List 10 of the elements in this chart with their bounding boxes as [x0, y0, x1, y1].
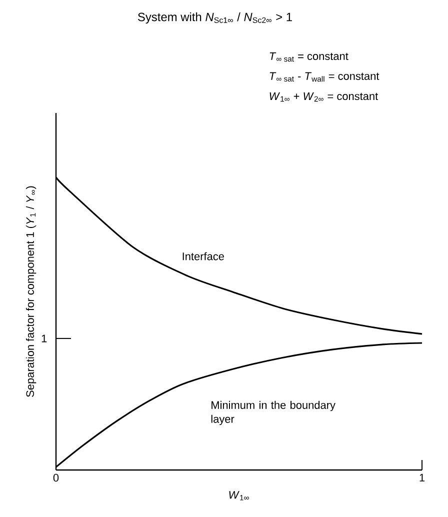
text: T$_{∞ sat}$ - T$_{wall}$ = constant: [270, 72, 380, 82]
text: Minimum in the boundary layer: [211, 400, 336, 426]
x-axis-title: W$_{1∞}$: [229, 491, 249, 500]
x-tick-label: 0: [53, 474, 59, 482]
series-label: Interface: [182, 252, 224, 260]
text: T$_{∞ sat}$ = constant: [270, 52, 348, 62]
text: 1: [42, 334, 47, 342]
chart-title: System with N$_{Sc1∞}$ / N$_{Sc2∞}$ > 1: [138, 12, 292, 24]
y-axis-title: Separation factor for component 1 (Y$_{1}$ / Y$_{∞}$): [26, 186, 36, 397]
text: W$_{1∞}$ + W$_{2∞}$ = constant: [270, 92, 378, 102]
